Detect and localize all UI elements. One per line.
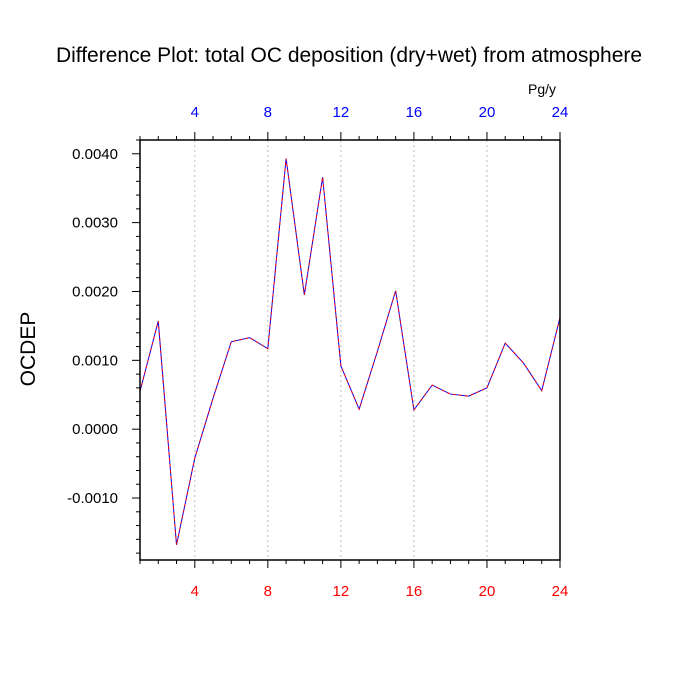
y-tick-label: 0.0040 <box>72 146 118 163</box>
y-axis-label: OCDEP <box>17 312 40 387</box>
gridlines <box>194 140 488 560</box>
x-tick-label-bottom: 4 <box>191 583 199 600</box>
y-tick-label: -0.0010 <box>67 490 118 507</box>
x-tick-label-top: 4 <box>191 104 199 121</box>
plot-frame <box>139 139 561 561</box>
chart-title: Difference Plot: total OC deposition (dr… <box>56 44 642 67</box>
series-line-0 <box>139 158 561 545</box>
x-tick-label-top: 24 <box>552 104 569 121</box>
axes: 4 4 8 8 12 12 16 16 20 20 24 24 -0.0010 0.0000 0.0010 0… <box>67 104 568 600</box>
plot-area <box>139 158 561 545</box>
y-tick-label: 0.0010 <box>72 352 118 369</box>
x-tick-label-bottom: 16 <box>406 583 423 600</box>
x-tick-label-bottom: 12 <box>333 583 350 600</box>
y-tick-label: 0.0030 <box>72 215 118 232</box>
x-tick-label-top: 20 <box>479 104 496 121</box>
x-tick-label-top: 16 <box>406 104 423 121</box>
units-label: Pg/y <box>528 81 556 97</box>
x-tick-label-top: 12 <box>333 104 350 121</box>
x-tick-label-bottom: 8 <box>264 583 272 600</box>
y-tick-label: 0.0020 <box>72 283 118 300</box>
x-tick-label-bottom: 20 <box>479 583 496 600</box>
series-line-dashes-0 <box>139 158 561 545</box>
y-tick-label: 0.0000 <box>72 421 118 438</box>
x-tick-label-bottom: 24 <box>552 583 569 600</box>
x-tick-label-top: 8 <box>264 104 272 121</box>
